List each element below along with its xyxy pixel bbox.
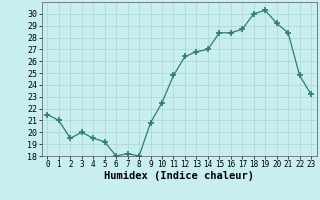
X-axis label: Humidex (Indice chaleur): Humidex (Indice chaleur) xyxy=(104,171,254,181)
